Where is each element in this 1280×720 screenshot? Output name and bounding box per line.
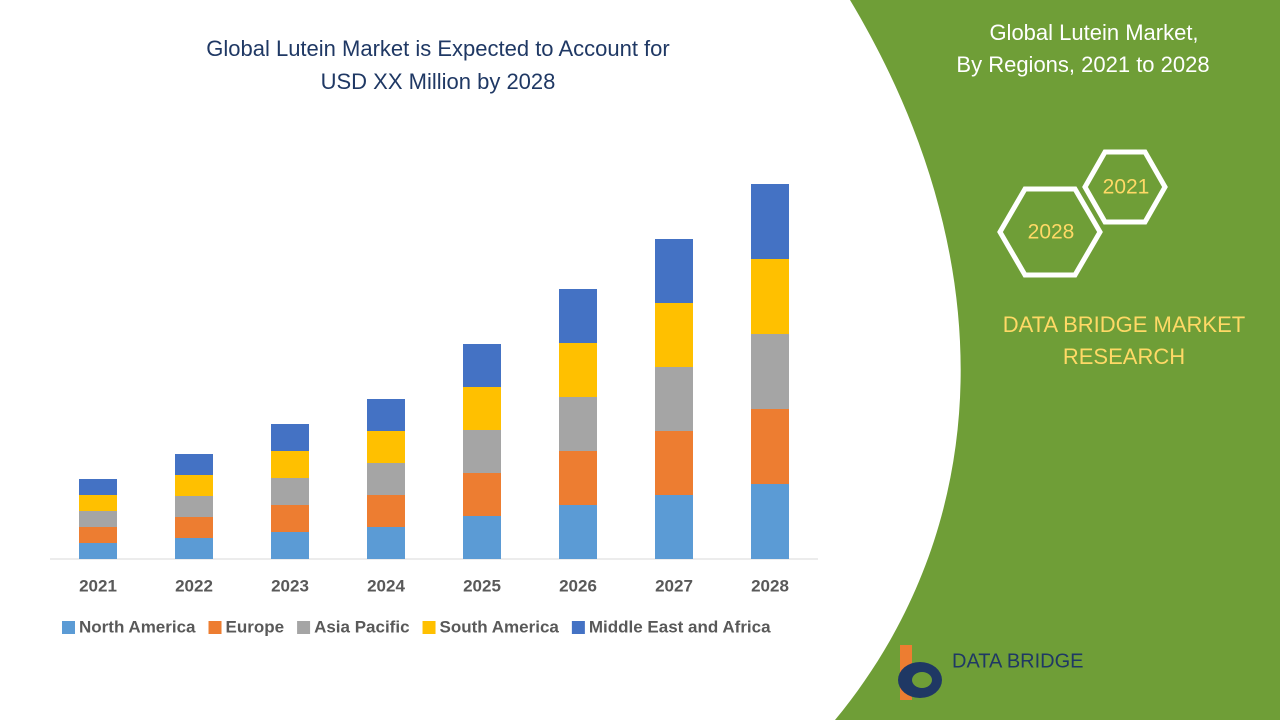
hexagon — [1082, 149, 1168, 225]
x-tick-label: 2024 — [367, 576, 405, 595]
x-tick-label: 2028 — [751, 576, 789, 595]
bar-segment — [79, 495, 117, 511]
bar-segment — [751, 409, 789, 484]
bar-segment — [655, 495, 693, 559]
x-tick-label: 2025 — [463, 576, 501, 595]
bar-segment — [271, 478, 309, 505]
bar-segment — [559, 343, 597, 397]
x-tick-label: 2026 — [559, 576, 597, 595]
bar-segment — [751, 259, 789, 334]
legend-label: North America — [79, 617, 196, 636]
x-tick-label: 2022 — [175, 576, 213, 595]
bar-segment — [79, 543, 117, 559]
bar-segment — [175, 454, 213, 475]
bar-segment — [655, 303, 693, 367]
brand-text: RESEARCH — [1063, 344, 1185, 369]
legend-label: Middle East and Africa — [589, 617, 771, 636]
legend-label: Europe — [226, 617, 285, 636]
legend-swatch — [297, 621, 311, 634]
bar-segment — [559, 451, 597, 505]
bar-segment — [463, 516, 501, 559]
bar-segment — [463, 473, 501, 516]
bar-segment — [271, 451, 309, 478]
logo-shape — [912, 672, 932, 688]
bar-segment — [367, 463, 405, 495]
legend-label: South America — [440, 617, 560, 636]
logo-text: DATA BRIDGE — [952, 650, 1084, 672]
bar-segment — [463, 430, 501, 473]
bar-segment — [175, 496, 213, 517]
legend-swatch — [208, 621, 222, 634]
bar-segment — [79, 527, 117, 543]
x-tick-label: 2027 — [655, 576, 693, 595]
bar-segment — [367, 399, 405, 431]
panel-title: Global Lutein Market, — [989, 20, 1198, 45]
bar-segment — [79, 511, 117, 527]
badge-label: 2028 — [1028, 221, 1075, 244]
bar-segment — [79, 479, 117, 495]
brand-text: DATA BRIDGE MARKET — [1003, 312, 1245, 337]
bar-segment — [559, 289, 597, 343]
logo: DATA BRIDGE — [898, 645, 1084, 700]
x-tick-label: 2021 — [79, 576, 117, 595]
legend-swatch — [422, 621, 436, 634]
bar-segment — [751, 184, 789, 259]
side-panel — [835, 0, 1280, 720]
bar-segment — [175, 517, 213, 538]
bar-segment — [751, 334, 789, 409]
bar-segment — [271, 532, 309, 559]
bar-segment — [271, 424, 309, 451]
bar-segment — [175, 475, 213, 496]
bar-segment — [559, 397, 597, 451]
bar-segment — [463, 344, 501, 387]
bar-segment — [367, 495, 405, 527]
bar-segment — [751, 484, 789, 559]
hexagon — [997, 186, 1103, 278]
bar-segment — [655, 239, 693, 303]
badge-label: 2021 — [1103, 176, 1150, 199]
chart-title: Global Lutein Market is Expected to Acco… — [206, 36, 669, 61]
bar-segment — [463, 387, 501, 430]
legend-label: Asia Pacific — [314, 617, 409, 636]
bar-segment — [655, 431, 693, 495]
legend-swatch — [62, 621, 75, 634]
x-tick-label: 2023 — [271, 576, 309, 595]
bar-segment — [655, 367, 693, 431]
panel-title: By Regions, 2021 to 2028 — [956, 52, 1209, 77]
bar-segment — [367, 527, 405, 559]
bar-segment — [271, 505, 309, 532]
bar-segment — [175, 538, 213, 559]
bar-segment — [559, 505, 597, 559]
chart-title: USD XX Million by 2028 — [321, 69, 556, 94]
bar-segment — [367, 431, 405, 463]
legend-swatch — [571, 621, 585, 634]
